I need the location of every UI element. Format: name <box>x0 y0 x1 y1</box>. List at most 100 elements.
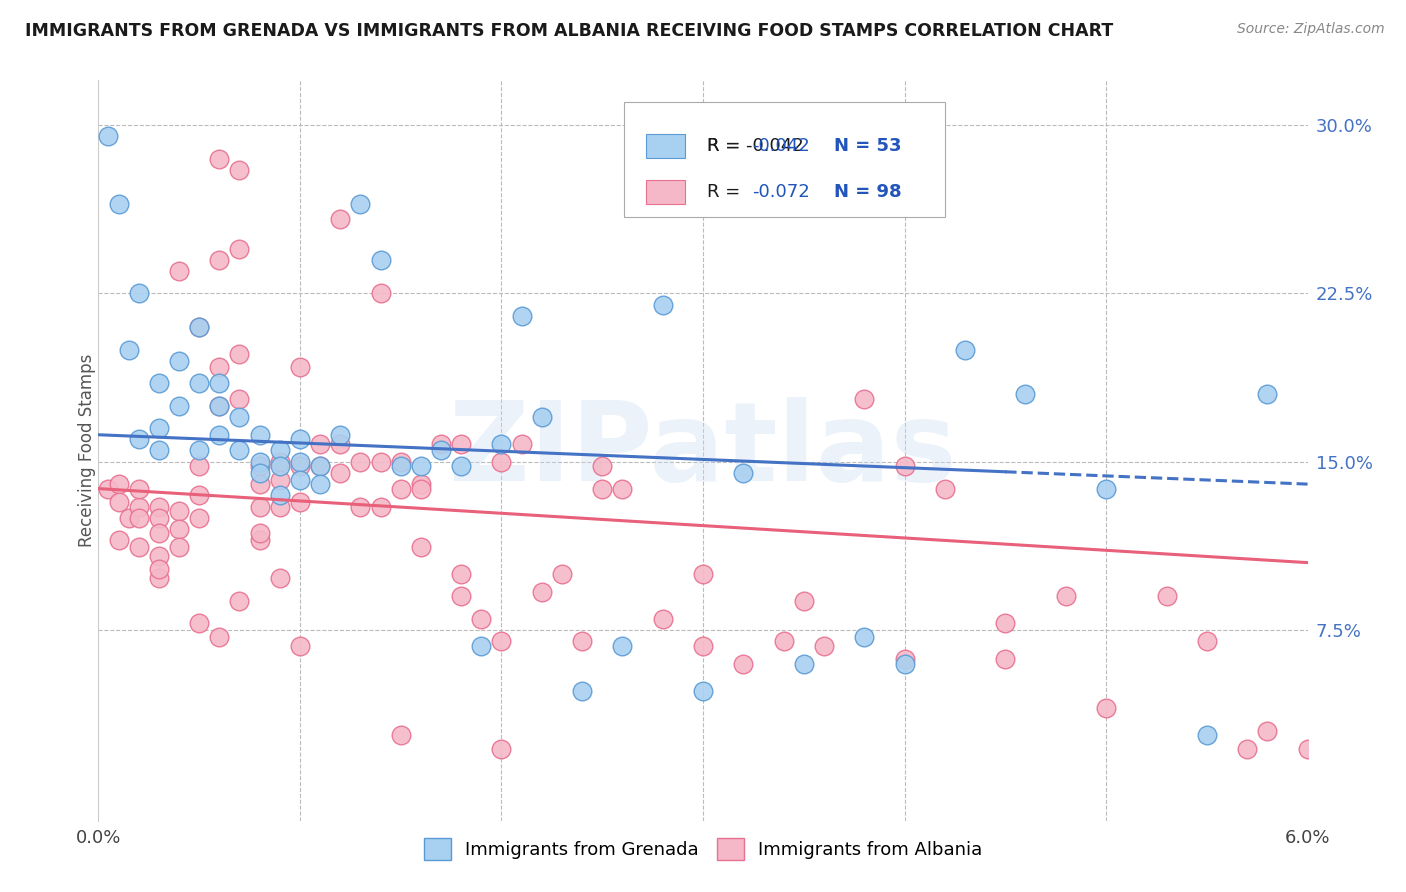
Point <box>309 477 332 491</box>
Point <box>1195 728 1218 742</box>
Point <box>148 549 170 563</box>
Point <box>934 482 956 496</box>
Point <box>571 683 593 698</box>
Point <box>491 436 513 450</box>
Point <box>167 264 190 278</box>
Text: Source: ZipAtlas.com: Source: ZipAtlas.com <box>1237 22 1385 37</box>
Point <box>510 309 533 323</box>
Point <box>208 152 231 166</box>
Point <box>409 459 432 474</box>
Point <box>107 477 129 491</box>
Point <box>370 500 392 514</box>
Point <box>97 129 120 144</box>
Point <box>994 616 1017 631</box>
Point <box>530 584 553 599</box>
Point <box>591 459 613 474</box>
Text: R =: R = <box>707 183 745 201</box>
Point <box>228 347 250 361</box>
Point <box>269 443 291 458</box>
Point <box>228 242 250 256</box>
Point <box>208 427 231 442</box>
Point <box>430 443 453 458</box>
Point <box>510 436 533 450</box>
Point <box>228 392 250 406</box>
Point <box>269 488 291 502</box>
Point <box>249 477 271 491</box>
Point <box>148 376 170 391</box>
Point <box>118 510 141 524</box>
Point <box>107 533 129 548</box>
Point <box>188 488 211 502</box>
Point <box>309 459 332 474</box>
Point <box>269 500 291 514</box>
Point <box>188 320 211 334</box>
Point <box>97 482 120 496</box>
FancyBboxPatch shape <box>624 103 945 218</box>
Point <box>551 566 574 581</box>
Point <box>107 495 129 509</box>
Point <box>793 594 815 608</box>
Point <box>430 436 453 450</box>
Point <box>208 376 231 391</box>
Point <box>349 196 371 211</box>
Point <box>288 455 311 469</box>
Point <box>651 612 673 626</box>
Point <box>893 652 915 666</box>
Point <box>228 163 250 178</box>
Point <box>309 436 332 450</box>
Point <box>288 495 311 509</box>
Point <box>450 459 472 474</box>
Point <box>733 657 755 671</box>
Point <box>994 652 1017 666</box>
Point <box>530 409 553 424</box>
Point <box>470 612 492 626</box>
Point <box>288 473 311 487</box>
Point <box>329 427 352 442</box>
Point <box>1236 742 1258 756</box>
Point <box>793 657 815 671</box>
Point <box>1296 742 1319 756</box>
Point <box>1095 701 1118 715</box>
Point <box>249 459 271 474</box>
Text: N = 53: N = 53 <box>834 137 901 155</box>
Point <box>309 459 332 474</box>
Point <box>148 510 170 524</box>
Bar <box>647 135 685 158</box>
Point <box>188 376 211 391</box>
Point <box>612 639 634 653</box>
Point <box>733 466 755 480</box>
Point <box>389 459 412 474</box>
Point <box>813 639 835 653</box>
Point <box>772 634 794 648</box>
Point <box>188 459 211 474</box>
Point <box>148 500 170 514</box>
Point <box>228 409 250 424</box>
Point <box>249 427 271 442</box>
Point <box>249 500 271 514</box>
Point <box>1256 723 1278 738</box>
Point <box>329 212 352 227</box>
Point <box>389 482 412 496</box>
Point <box>571 634 593 648</box>
Point <box>269 455 291 469</box>
Point <box>409 540 432 554</box>
Point <box>188 443 211 458</box>
Point <box>128 432 150 446</box>
Point <box>167 399 190 413</box>
Point <box>128 286 150 301</box>
Point <box>470 639 492 653</box>
Point <box>692 566 714 581</box>
Point <box>1054 589 1077 603</box>
Point <box>148 443 170 458</box>
Point <box>329 436 352 450</box>
Point <box>1256 387 1278 401</box>
Y-axis label: Receiving Food Stamps: Receiving Food Stamps <box>79 354 96 547</box>
Point <box>208 360 231 375</box>
Point <box>853 630 876 644</box>
Bar <box>647 180 685 204</box>
Point <box>491 742 513 756</box>
Point <box>249 526 271 541</box>
Point <box>148 526 170 541</box>
Point <box>409 477 432 491</box>
Point <box>128 482 150 496</box>
